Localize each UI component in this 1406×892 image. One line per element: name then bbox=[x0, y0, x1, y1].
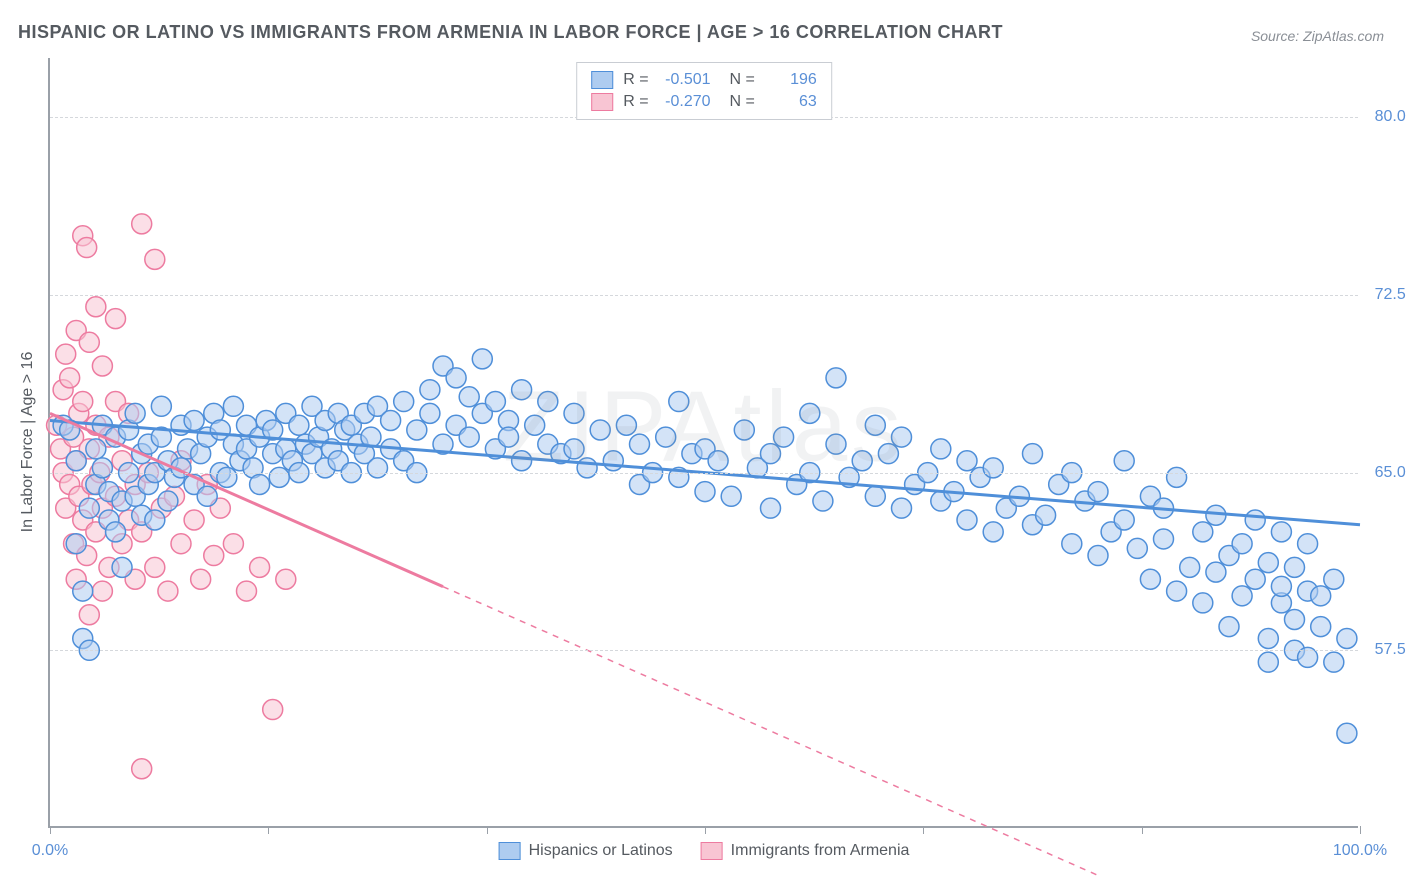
x-tick bbox=[1142, 826, 1143, 834]
r-value: -0.501 bbox=[659, 71, 711, 89]
legend-stats: R = -0.501 N = 196 R = -0.270 N = 63 bbox=[576, 62, 832, 120]
legend-item: Hispanics or Latinos bbox=[499, 842, 673, 860]
swatch-icon bbox=[591, 71, 613, 89]
source-attribution: Source: ZipAtlas.com bbox=[1251, 28, 1384, 44]
series-name: Immigrants from Armenia bbox=[731, 842, 910, 860]
x-tick-label: 0.0% bbox=[32, 842, 68, 860]
x-tick bbox=[705, 826, 706, 834]
gridline bbox=[50, 650, 1358, 651]
swatch-icon bbox=[591, 93, 613, 111]
chart-title: HISPANIC OR LATINO VS IMMIGRANTS FROM AR… bbox=[18, 22, 1003, 43]
x-tick bbox=[50, 826, 51, 834]
gridline bbox=[50, 473, 1358, 474]
y-tick-label: 65.0% bbox=[1375, 464, 1406, 482]
series-name: Hispanics or Latinos bbox=[529, 842, 673, 860]
plot-area: ZIPAtlas In Labor Force | Age > 16 R = -… bbox=[48, 58, 1358, 828]
scatter-svg bbox=[50, 58, 1358, 826]
y-axis-label: In Labor Force | Age > 16 bbox=[19, 352, 37, 533]
legend-series: Hispanics or Latinos Immigrants from Arm… bbox=[499, 842, 910, 860]
x-tick bbox=[923, 826, 924, 834]
x-tick bbox=[1360, 826, 1361, 834]
legend-item: Immigrants from Armenia bbox=[701, 842, 910, 860]
y-tick-label: 72.5% bbox=[1375, 286, 1406, 304]
x-tick bbox=[268, 826, 269, 834]
r-value: -0.270 bbox=[659, 93, 711, 111]
y-tick-label: 57.5% bbox=[1375, 641, 1406, 659]
legend-stats-row: R = -0.501 N = 196 bbox=[591, 69, 817, 91]
gridline bbox=[50, 295, 1358, 296]
correlation-chart: HISPANIC OR LATINO VS IMMIGRANTS FROM AR… bbox=[0, 0, 1406, 892]
swatch-icon bbox=[701, 842, 723, 860]
legend-stats-row: R = -0.270 N = 63 bbox=[591, 91, 817, 113]
swatch-icon bbox=[499, 842, 521, 860]
n-value: 196 bbox=[765, 71, 817, 89]
x-tick-label: 100.0% bbox=[1333, 842, 1387, 860]
n-value: 63 bbox=[765, 93, 817, 111]
x-tick bbox=[487, 826, 488, 834]
y-tick-label: 80.0% bbox=[1375, 108, 1406, 126]
